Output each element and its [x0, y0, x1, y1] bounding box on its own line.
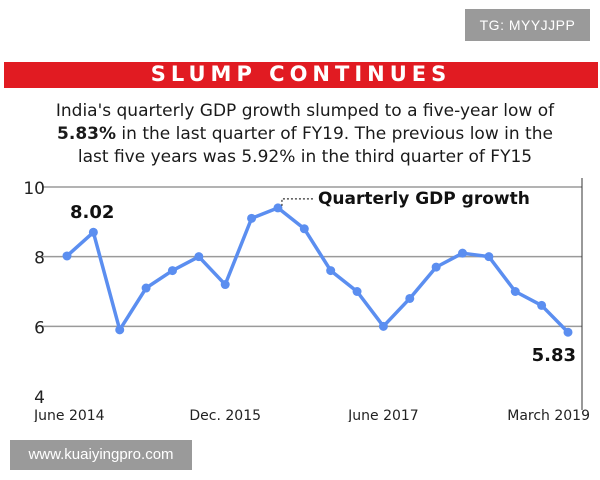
- data-point: [220, 280, 230, 290]
- data-point: [247, 213, 257, 223]
- data-point: [141, 283, 151, 293]
- x-tick-label: June 2017: [347, 408, 419, 422]
- y-tick-label-4: 4: [34, 388, 45, 408]
- data-point: [352, 287, 362, 296]
- subtitle-line-1: India's quarterly GDP growth slumped to …: [55, 101, 555, 121]
- y-axis-ticks: 4 6 8 10: [23, 179, 45, 408]
- x-tick-label: Dec. 2015: [189, 408, 261, 422]
- data-point: [563, 327, 573, 337]
- data-point: [273, 203, 283, 213]
- annotation-layer: 8.02 5.83 Quarterly GDP growth: [70, 189, 576, 366]
- watermark-top: TG: MYYJJPP: [465, 9, 590, 41]
- chart-subtitle: India's quarterly GDP growth slumped to …: [30, 100, 580, 169]
- data-point: [194, 252, 204, 262]
- data-label-first: 8.02: [70, 202, 114, 223]
- data-point: [299, 224, 309, 234]
- y-tick-label-6: 6: [34, 318, 45, 338]
- x-axis-ticks: June 2014 Dec. 2015 June 2017 March 2019: [33, 408, 590, 422]
- y-tick-label-8: 8: [34, 249, 45, 269]
- headline-title: SLUMP CONTINUES: [150, 62, 452, 86]
- subtitle-line-2: in the last quarter of FY19. The previou…: [116, 124, 553, 144]
- data-point: [431, 262, 441, 272]
- data-point: [88, 227, 98, 237]
- x-tick-label: March 2019: [507, 408, 590, 422]
- subtitle-line-3: last five years was 5.92% in the third q…: [77, 147, 533, 167]
- chart-panel: [2, 60, 598, 420]
- grid-layer: [42, 178, 583, 410]
- x-tick-label: June 2014: [33, 408, 105, 422]
- data-point: [405, 293, 415, 303]
- data-point: [115, 325, 125, 335]
- subtitle-highlight-value: 5.83%: [57, 124, 117, 144]
- data-point: [537, 300, 547, 310]
- data-point: [167, 266, 177, 276]
- data-point: [378, 321, 388, 331]
- data-point: [484, 252, 494, 262]
- data-point: [458, 248, 468, 258]
- data-point: [326, 266, 336, 276]
- headline-bar: [4, 62, 598, 88]
- series-label: Quarterly GDP growth: [318, 189, 530, 209]
- legend-leader-line: [281, 198, 314, 206]
- data-label-last: 5.83: [532, 345, 576, 366]
- series-line-gdp-growth: [65, 206, 570, 334]
- watermark-bottom: www.kuaiyingpro.com: [10, 440, 192, 470]
- y-tick-label-10: 10: [23, 179, 45, 199]
- gdp-line-chart: 4 6 8 10 June 2014 Dec. 2015 June 2017 March 2…: [23, 178, 590, 422]
- data-point: [62, 251, 72, 261]
- data-point: [510, 287, 520, 296]
- series-layer: [62, 203, 573, 337]
